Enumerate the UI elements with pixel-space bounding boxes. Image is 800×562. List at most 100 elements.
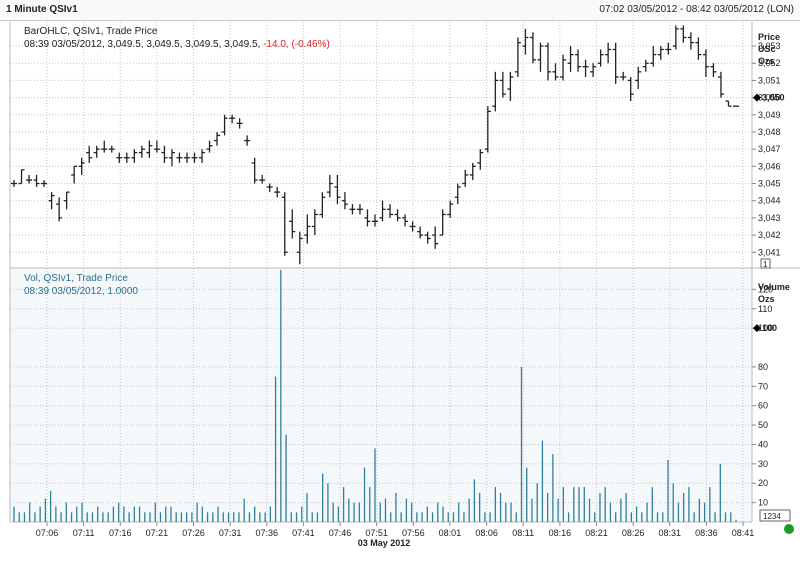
volume-tick-label: 70 (758, 381, 768, 391)
ohlc-bar (477, 149, 484, 170)
ohlc-bar (296, 231, 303, 265)
ohlc-bar (18, 169, 25, 185)
ohlc-bar (161, 145, 168, 163)
ohlc-bar (123, 152, 130, 163)
ohlc-bar (101, 140, 108, 153)
price-tick-label: 3,047 (758, 144, 781, 154)
x-tick-label: 07:16 (109, 528, 132, 538)
ohlc-bar (259, 174, 266, 184)
price-pane-button-label: 1 (763, 260, 768, 269)
title-bar: 1 Minute QSIv1 07:02 03/05/2012 - 08:42 … (0, 0, 800, 21)
ohlc-bar (507, 71, 514, 102)
ohlc-bar (326, 174, 333, 198)
grid (10, 22, 752, 522)
ohlc-bar (251, 157, 258, 184)
ohlc-bar (650, 46, 657, 67)
ohlc-bar (447, 200, 454, 218)
price-legend: BarOHLC, QSIv1, Trade Price 08:39 03/05/… (24, 25, 330, 51)
volume-tick-label: 80 (758, 362, 768, 372)
ohlc-series (11, 25, 739, 265)
ohlc-bar (432, 226, 439, 249)
ohlc-bar (620, 71, 627, 81)
ohlc-bar (657, 46, 664, 60)
ohlc-bar (93, 145, 100, 158)
volume-tick-label: 40 (758, 439, 768, 449)
ohlc-bar (26, 174, 33, 184)
ohlc-bar (229, 114, 236, 124)
ohlc-bar (522, 28, 529, 55)
volume-tick-label: 100 (758, 323, 773, 333)
price-pane-button (760, 258, 771, 269)
volume-axis-title: Ozs (758, 294, 775, 304)
ohlc-bar (281, 192, 288, 256)
volume-axis-title: Volume (758, 282, 790, 292)
volume-highlight-label: 100 (762, 323, 777, 333)
price-tick-label: 3,052 (758, 58, 781, 68)
x-tick-label: 08:26 (622, 528, 645, 538)
ohlc-bar (710, 63, 717, 77)
y-axis-labels: 3,041 3,042 3,043 3,044 3,045 3,046 3,047 3,048… (752, 32, 794, 534)
ohlc-bar (244, 135, 251, 146)
ohlc-bar (11, 180, 17, 187)
ohlc-bar (56, 197, 63, 222)
price-tick-label: 3,051 (758, 75, 781, 85)
ohlc-bar (206, 140, 213, 153)
price-change: -14.0, (-0.46%) (263, 39, 330, 50)
ohlc-bar (176, 152, 183, 163)
volume-tick-label: 110 (758, 304, 772, 314)
ohlc-bar (33, 174, 40, 187)
ohlc-bar (41, 180, 48, 187)
ohlc-bar (680, 25, 687, 43)
ohlc-bar (605, 42, 612, 64)
ohlc-bar (274, 186, 281, 198)
ohlc-bar (364, 209, 371, 227)
window-title: 1 Minute QSIv1 (6, 4, 78, 15)
ohlc-bar (717, 71, 724, 98)
x-tick-label: 08:36 (695, 528, 718, 538)
status-dot (784, 524, 794, 534)
ohlc-bar (86, 145, 93, 163)
ohlc-bar (725, 100, 732, 107)
ohlc-bar (627, 76, 634, 102)
chart-frame (9, 22, 800, 523)
ohlc-bar (590, 63, 597, 77)
ohlc-bar (469, 162, 476, 181)
x-axis-labels: 07:06 07:11 07:16 07:21 07:26 07:31 07:36 07:41… (36, 522, 754, 548)
ohlc-bar (702, 49, 709, 77)
volume-legend-title: Vol, QSIv1, Trade Price (24, 273, 128, 284)
x-tick-label: 07:41 (292, 528, 315, 538)
ohlc-bar (454, 183, 461, 205)
volume-tick-label: 10 (758, 498, 768, 508)
ohlc-bar (560, 54, 567, 81)
ohlc-bar (537, 42, 544, 72)
volume-series (13, 270, 737, 522)
volume-pane-button (759, 509, 791, 522)
ohlc-bar (582, 59, 589, 77)
price-tick-label: 3,043 (758, 213, 781, 223)
price-tick-label: 3,050 (758, 93, 781, 103)
ohlc-bar (424, 231, 431, 244)
price-axis-title: USc (758, 44, 776, 54)
ohlc-bar (635, 66, 642, 90)
ohlc-bar (409, 221, 416, 232)
ohlc-bar (529, 32, 536, 64)
ohlc-bar (221, 114, 228, 136)
ohlc-bar (78, 157, 85, 175)
price-legend-title: BarOHLC, QSIv1, Trade Price (24, 26, 158, 37)
x-tick-label: 08:01 (439, 528, 462, 538)
x-tick-label: 07:26 (182, 528, 205, 538)
x-tick-label: 07:31 (219, 528, 242, 538)
ohlc-bar (417, 226, 424, 239)
ohlc-bar (687, 32, 694, 50)
x-tick-label: 07:11 (73, 528, 95, 538)
ohlc-bar (214, 131, 221, 146)
price-tick-label: 3,041 (758, 247, 781, 257)
volume-panel-background (10, 268, 752, 522)
ohlc-bar (48, 192, 55, 210)
ohlc-bar (379, 200, 386, 222)
price-tick-label: 3,048 (758, 127, 781, 137)
ohlc-bar (567, 46, 574, 72)
ohlc-bar (597, 49, 604, 67)
